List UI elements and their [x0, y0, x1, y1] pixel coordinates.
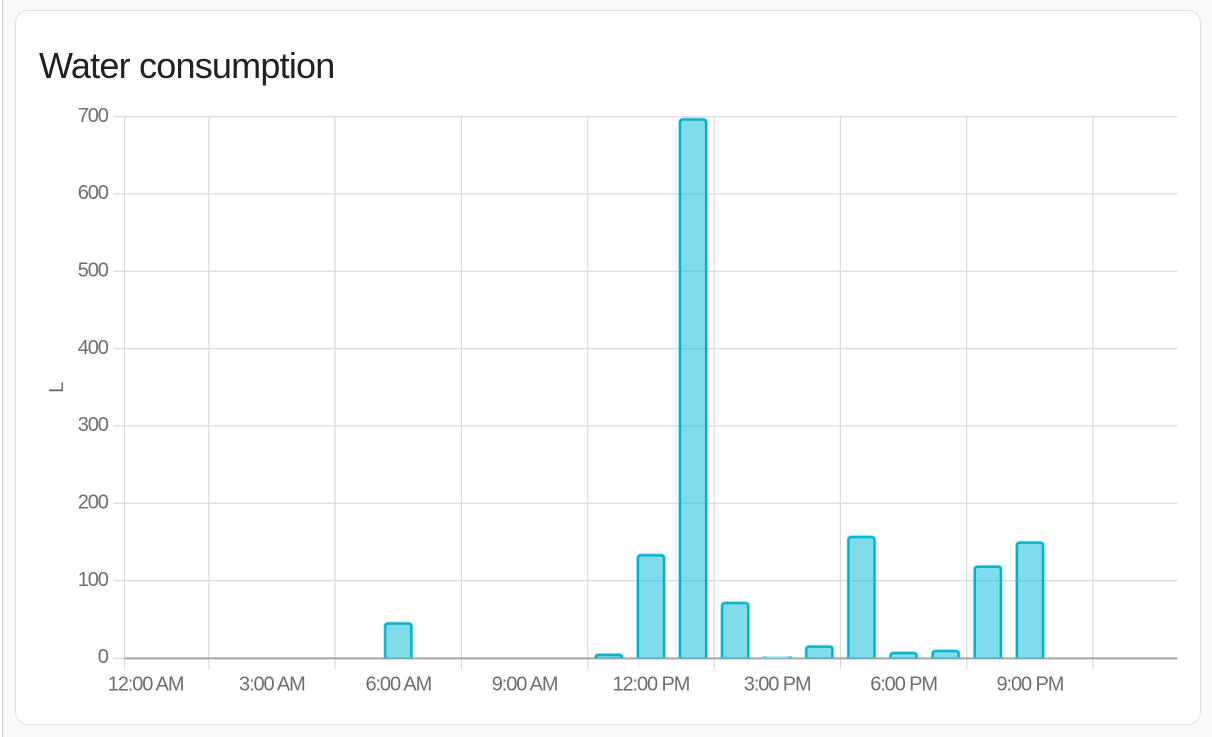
svg-text:6:00 PM: 6:00 PM: [870, 674, 937, 696]
svg-text:400: 400: [78, 337, 109, 359]
svg-text:100: 100: [78, 569, 109, 591]
svg-text:9:00 AM: 9:00 AM: [492, 674, 558, 696]
svg-text:9:00 PM: 9:00 PM: [997, 674, 1064, 696]
svg-text:0: 0: [98, 646, 109, 668]
svg-text:12:00 AM: 12:00 AM: [108, 674, 184, 696]
svg-text:600: 600: [78, 182, 109, 204]
svg-text:300: 300: [78, 414, 109, 436]
svg-text:6:00 AM: 6:00 AM: [365, 674, 431, 696]
svg-text:700: 700: [78, 105, 109, 127]
svg-text:12:00 PM: 12:00 PM: [612, 674, 689, 696]
svg-text:500: 500: [78, 260, 109, 282]
svg-text:3:00 AM: 3:00 AM: [239, 674, 305, 696]
svg-text:200: 200: [78, 492, 109, 514]
svg-text:3:00 PM: 3:00 PM: [744, 674, 811, 696]
svg-text:L: L: [46, 382, 68, 393]
